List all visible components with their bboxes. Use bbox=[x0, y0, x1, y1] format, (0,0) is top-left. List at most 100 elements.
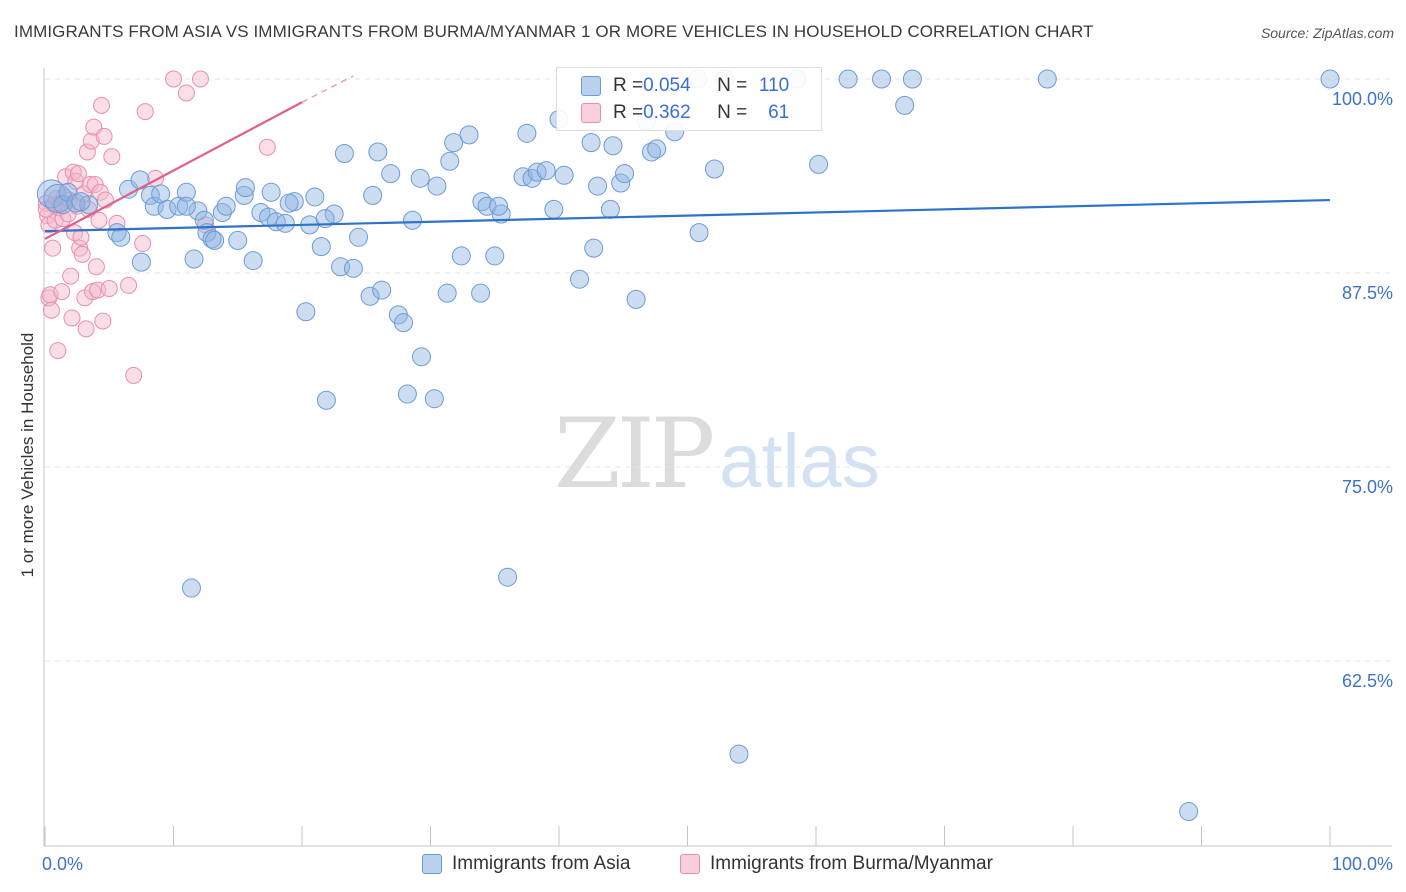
data-point-burma bbox=[73, 245, 91, 263]
data-point-asia bbox=[111, 227, 131, 247]
bottom-legend-swatch-burma bbox=[680, 854, 700, 874]
data-point-burma bbox=[100, 280, 118, 298]
data-point-asia bbox=[600, 199, 620, 219]
data-point-asia bbox=[517, 123, 537, 143]
data-point-asia bbox=[689, 223, 709, 243]
data-point-asia bbox=[394, 313, 414, 333]
source-label: Source: ZipAtlas.com bbox=[1260, 25, 1394, 41]
data-point-asia bbox=[368, 142, 388, 162]
data-point-burma bbox=[95, 127, 113, 145]
data-point-asia bbox=[626, 289, 646, 309]
data-point-burma bbox=[165, 70, 182, 88]
y-tick-label: 75.0% bbox=[1342, 477, 1393, 497]
legend-n-value: 61 bbox=[768, 102, 790, 123]
data-point-asia bbox=[131, 252, 151, 272]
data-point-burma bbox=[94, 312, 112, 330]
data-point-asia bbox=[544, 199, 564, 219]
data-point-asia bbox=[489, 196, 509, 216]
legend-n-label: N = bbox=[717, 75, 748, 96]
data-point-asia bbox=[343, 258, 363, 278]
legend-swatch-asia bbox=[581, 76, 601, 96]
tick-labels: 100.0% 87.5% 75.0% 62.5% 0.0% 100.0% bbox=[42, 89, 1393, 874]
data-point-burma bbox=[53, 283, 71, 301]
data-point-asia bbox=[611, 173, 631, 193]
data-point-asia bbox=[603, 136, 623, 156]
watermark-atlas: atlas bbox=[719, 419, 880, 504]
data-point-asia bbox=[412, 347, 432, 367]
data-point-burma bbox=[62, 267, 80, 285]
data-point-asia bbox=[459, 125, 479, 145]
data-point-asia bbox=[902, 69, 922, 89]
data-point-burma bbox=[134, 235, 152, 253]
data-point-burma bbox=[191, 70, 209, 88]
data-point-asia bbox=[424, 389, 444, 409]
trend-lines bbox=[44, 75, 1331, 240]
data-point-asia bbox=[1179, 802, 1199, 822]
data-point-burma bbox=[258, 138, 276, 156]
data-point-asia bbox=[305, 187, 325, 207]
data-point-asia bbox=[144, 196, 164, 216]
bottom-legend-asia: Immigrants from Asia bbox=[422, 853, 630, 875]
data-point-asia bbox=[471, 283, 491, 303]
data-point-burma bbox=[103, 148, 121, 166]
legend-row-asia: R = 0.054 N = 110 bbox=[581, 74, 789, 98]
data-point-asia bbox=[235, 178, 255, 198]
data-point-asia bbox=[71, 192, 91, 212]
data-point-asia bbox=[228, 230, 248, 250]
data-point-asia bbox=[372, 280, 392, 300]
data-point-burma bbox=[93, 96, 111, 114]
data-point-asia bbox=[181, 578, 201, 598]
data-point-asia bbox=[581, 133, 601, 153]
data-point-burma bbox=[42, 301, 60, 319]
trend-line-burma bbox=[44, 101, 303, 240]
data-point-asia bbox=[427, 176, 447, 196]
data-point-asia bbox=[647, 139, 667, 159]
data-point-burma bbox=[44, 239, 62, 257]
legend-r-value: 0.362 bbox=[643, 102, 691, 123]
data-point-burma bbox=[78, 143, 96, 161]
y-tick-label: 100.0% bbox=[1332, 89, 1393, 109]
data-point-burma bbox=[120, 276, 138, 294]
legend-r-value: 0.054 bbox=[643, 75, 691, 96]
data-point-burma bbox=[125, 366, 143, 384]
series-asia-points bbox=[36, 69, 1340, 822]
data-point-asia bbox=[176, 196, 196, 216]
data-point-asia bbox=[615, 164, 635, 184]
trend-line-burma-extension bbox=[301, 75, 354, 103]
data-point-asia bbox=[895, 95, 915, 115]
data-point-asia bbox=[261, 182, 281, 202]
chart-title: IMMIGRANTS FROM ASIA VS IMMIGRANTS FROM … bbox=[14, 22, 1094, 41]
data-point-burma bbox=[136, 103, 154, 121]
data-point-asia bbox=[316, 390, 336, 410]
trend-line-asia bbox=[44, 198, 1331, 233]
data-point-asia bbox=[381, 164, 401, 184]
data-point-asia bbox=[872, 69, 892, 89]
data-point-asia bbox=[1320, 69, 1340, 89]
data-point-asia bbox=[157, 199, 177, 219]
data-point-burma bbox=[77, 320, 95, 338]
legend-r-label: R = bbox=[613, 102, 644, 123]
data-point-asia bbox=[410, 168, 430, 188]
data-point-asia bbox=[234, 185, 254, 205]
data-point-asia bbox=[570, 269, 590, 289]
data-point-asia bbox=[279, 193, 299, 213]
data-point-asia bbox=[296, 302, 316, 322]
data-point-asia bbox=[397, 384, 417, 404]
data-point-asia bbox=[79, 195, 99, 215]
correlation-legend: R = 0.054 N = 110 R = 0.362 N = 61 bbox=[556, 67, 822, 131]
data-point-burma bbox=[63, 309, 81, 327]
data-point-burma bbox=[90, 211, 108, 229]
data-point-burma bbox=[82, 132, 100, 150]
legend-r-label: R = bbox=[613, 75, 644, 96]
data-point-asia bbox=[216, 196, 236, 216]
data-point-burma bbox=[37, 200, 55, 218]
data-point-asia bbox=[243, 251, 263, 271]
x-tick-label-right: 100.0% bbox=[1332, 854, 1393, 874]
data-point-asia bbox=[140, 185, 160, 205]
data-point-asia bbox=[403, 210, 423, 230]
data-point-asia bbox=[176, 182, 196, 202]
data-point-asia bbox=[184, 249, 204, 269]
series-burma-points bbox=[37, 70, 276, 384]
data-point-burma bbox=[72, 228, 90, 246]
data-point-asia bbox=[444, 133, 464, 153]
